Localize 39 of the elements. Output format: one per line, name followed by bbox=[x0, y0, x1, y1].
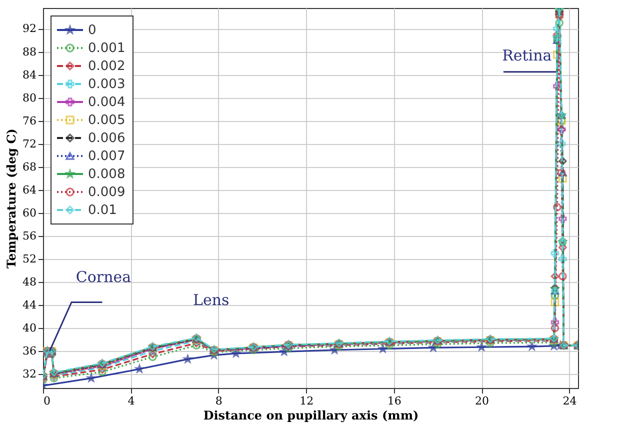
y-tick-label: 64 bbox=[22, 183, 36, 196]
y-tick-label: 72 bbox=[22, 137, 36, 150]
y-tick-label: 36 bbox=[22, 344, 36, 358]
y-tick-label: 48 bbox=[22, 276, 36, 289]
x-tick-label: 20 bbox=[475, 394, 490, 408]
y-tick-label: 68 bbox=[22, 160, 36, 174]
x-tick-label: 12 bbox=[300, 394, 314, 408]
x-tick-label: 4 bbox=[128, 394, 135, 408]
legend-label: 0.002 bbox=[88, 59, 126, 74]
legend-label: 0.006 bbox=[88, 131, 126, 146]
y-tick-label: 44 bbox=[22, 298, 36, 312]
legend-label: 0.001 bbox=[88, 41, 126, 56]
annotation: Lens bbox=[193, 291, 230, 309]
y-tick-label: 56 bbox=[22, 230, 36, 242]
y-tick-label: 76 bbox=[22, 114, 36, 128]
x-axis-title: Distance on pupillary axis (mm) bbox=[203, 408, 419, 422]
legend-label: 0.005 bbox=[88, 113, 126, 128]
legend-label: 0.01 bbox=[88, 203, 117, 218]
x-tick-label: 16 bbox=[387, 394, 402, 408]
y-tick-label: 88 bbox=[22, 45, 36, 58]
y-tick-label: 32 bbox=[22, 368, 36, 381]
y-tick-label: 84 bbox=[22, 68, 36, 82]
x-tick-label: 0 bbox=[44, 394, 50, 408]
y-tick-label: 80 bbox=[22, 91, 36, 104]
x-tick-label: 24 bbox=[562, 394, 577, 408]
legend-label: 0.007 bbox=[88, 149, 126, 164]
y-tick-label: 52 bbox=[22, 252, 36, 266]
y-axis-title: Temperature (deg C) bbox=[4, 128, 19, 268]
legend-label: 0.008 bbox=[88, 167, 126, 182]
legend-label: 0.003 bbox=[88, 77, 126, 92]
y-tick-label: 60 bbox=[22, 206, 36, 220]
y-tick-label: 40 bbox=[22, 322, 36, 335]
annotation: Cornea bbox=[76, 268, 132, 286]
y-tick-label: 92 bbox=[22, 22, 36, 36]
legend-label: 0.004 bbox=[88, 95, 126, 110]
annotation: Retina bbox=[502, 46, 552, 64]
legend-label: 0.009 bbox=[88, 185, 126, 200]
legend-label: 0 bbox=[88, 23, 96, 38]
x-tick-label: 8 bbox=[215, 394, 222, 408]
